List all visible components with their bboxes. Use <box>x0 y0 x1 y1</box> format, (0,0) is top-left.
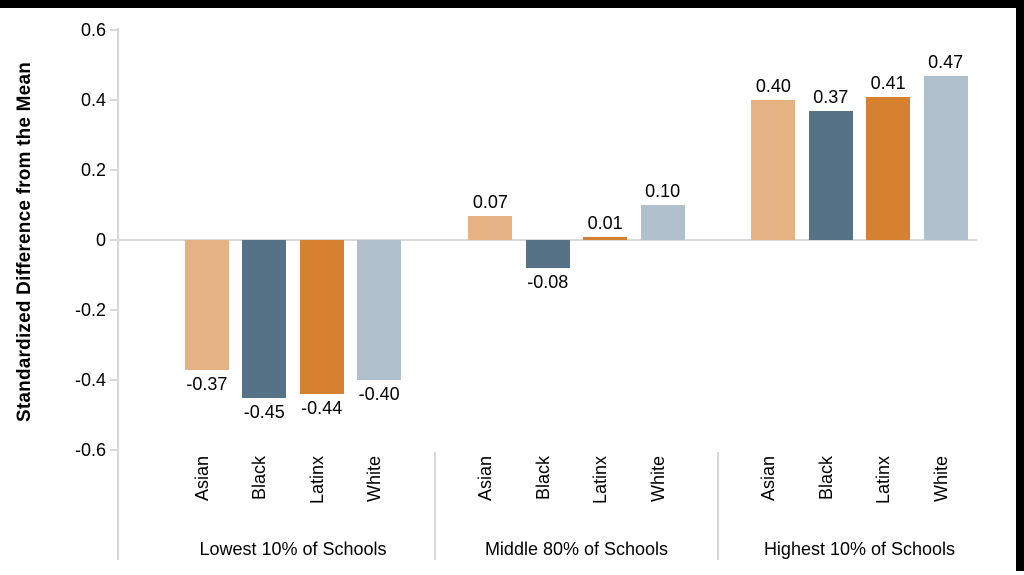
y-tick-label: -0.4 <box>74 370 106 390</box>
bar-highest-10-of-schools-white <box>923 75 968 240</box>
y-tick-label: 0 <box>95 230 106 250</box>
bar-highest-10-of-schools-black <box>808 110 853 240</box>
y-tick-mark <box>110 169 118 171</box>
y-tick-mark <box>110 449 118 451</box>
x-tick-label-latinx: Latinx <box>590 456 611 505</box>
y-tick-label: 0.2 <box>80 160 106 180</box>
y-tick-mark <box>110 29 118 31</box>
bar-lowest-10-of-schools-black <box>242 240 287 398</box>
bar-lowest-10-of-schools-asian <box>184 240 229 370</box>
y-tick-mark <box>110 99 118 101</box>
value-label-lowest-10-of-schools-latinx: -0.44 <box>301 398 343 418</box>
bar-middle-80-of-schools-asian <box>468 215 513 240</box>
x-tick-label-black: Black <box>532 456 553 501</box>
y-tick-label: 0.6 <box>80 20 106 40</box>
y-tick-mark <box>110 239 118 241</box>
x-tick-label-black: Black <box>249 456 270 501</box>
x-tick-label-white: White <box>930 456 951 503</box>
bar-middle-80-of-schools-latinx <box>583 236 628 240</box>
x-tick-label-white: White <box>647 456 668 503</box>
value-label-highest-10-of-schools-black: 0.37 <box>813 86 849 107</box>
value-label-middle-80-of-schools-asian: 0.07 <box>472 191 508 212</box>
y-tick-label: -0.2 <box>74 300 106 320</box>
value-label-lowest-10-of-schools-white: -0.40 <box>358 384 400 404</box>
value-label-highest-10-of-schools-latinx: 0.41 <box>870 72 906 93</box>
y-tick-label: 0.4 <box>80 90 106 110</box>
value-label-lowest-10-of-schools-asian: -0.37 <box>186 373 228 394</box>
value-label-lowest-10-of-schools-black: -0.45 <box>243 401 285 422</box>
y-axis-title: Standardized Difference from the Mean <box>14 61 35 423</box>
group-label-lowest-10-of-schools: Lowest 10% of Schools <box>199 539 387 559</box>
bar-highest-10-of-schools-asian <box>751 100 796 240</box>
bar-middle-80-of-schools-white <box>640 205 685 240</box>
value-label-highest-10-of-schools-white: 0.47 <box>928 51 964 72</box>
right-border <box>1016 0 1024 571</box>
x-tick-label-asian: Asian <box>475 456 496 502</box>
value-label-highest-10-of-schools-asian: 0.40 <box>755 76 791 96</box>
y-axis-line <box>117 28 119 560</box>
bar-middle-80-of-schools-black <box>525 240 570 268</box>
value-label-middle-80-of-schools-black: -0.08 <box>527 272 569 292</box>
value-label-middle-80-of-schools-latinx: 0.01 <box>587 212 623 233</box>
x-tick-label-asian: Asian <box>191 456 212 502</box>
group-label-highest-10-of-schools: Highest 10% of Schools <box>763 539 956 559</box>
x-tick-label-asian: Asian <box>758 456 779 502</box>
group-label-middle-80-of-schools: Middle 80% of Schools <box>484 539 669 559</box>
bar-lowest-10-of-schools-white <box>357 240 402 380</box>
x-tick-label-white: White <box>364 456 385 503</box>
y-tick-label: -0.6 <box>74 440 106 460</box>
group-separator-line <box>717 452 719 560</box>
x-tick-label-latinx: Latinx <box>306 456 327 505</box>
bar-lowest-10-of-schools-latinx <box>299 240 344 394</box>
y-tick-mark <box>110 379 118 381</box>
y-tick-mark <box>110 309 118 311</box>
bar-highest-10-of-schools-latinx <box>866 96 911 240</box>
top-border <box>0 0 1024 8</box>
x-tick-label-black: Black <box>815 456 836 501</box>
group-separator-line <box>434 452 436 560</box>
x-tick-label-latinx: Latinx <box>873 456 894 505</box>
value-label-middle-80-of-schools-white: 0.10 <box>645 181 681 201</box>
